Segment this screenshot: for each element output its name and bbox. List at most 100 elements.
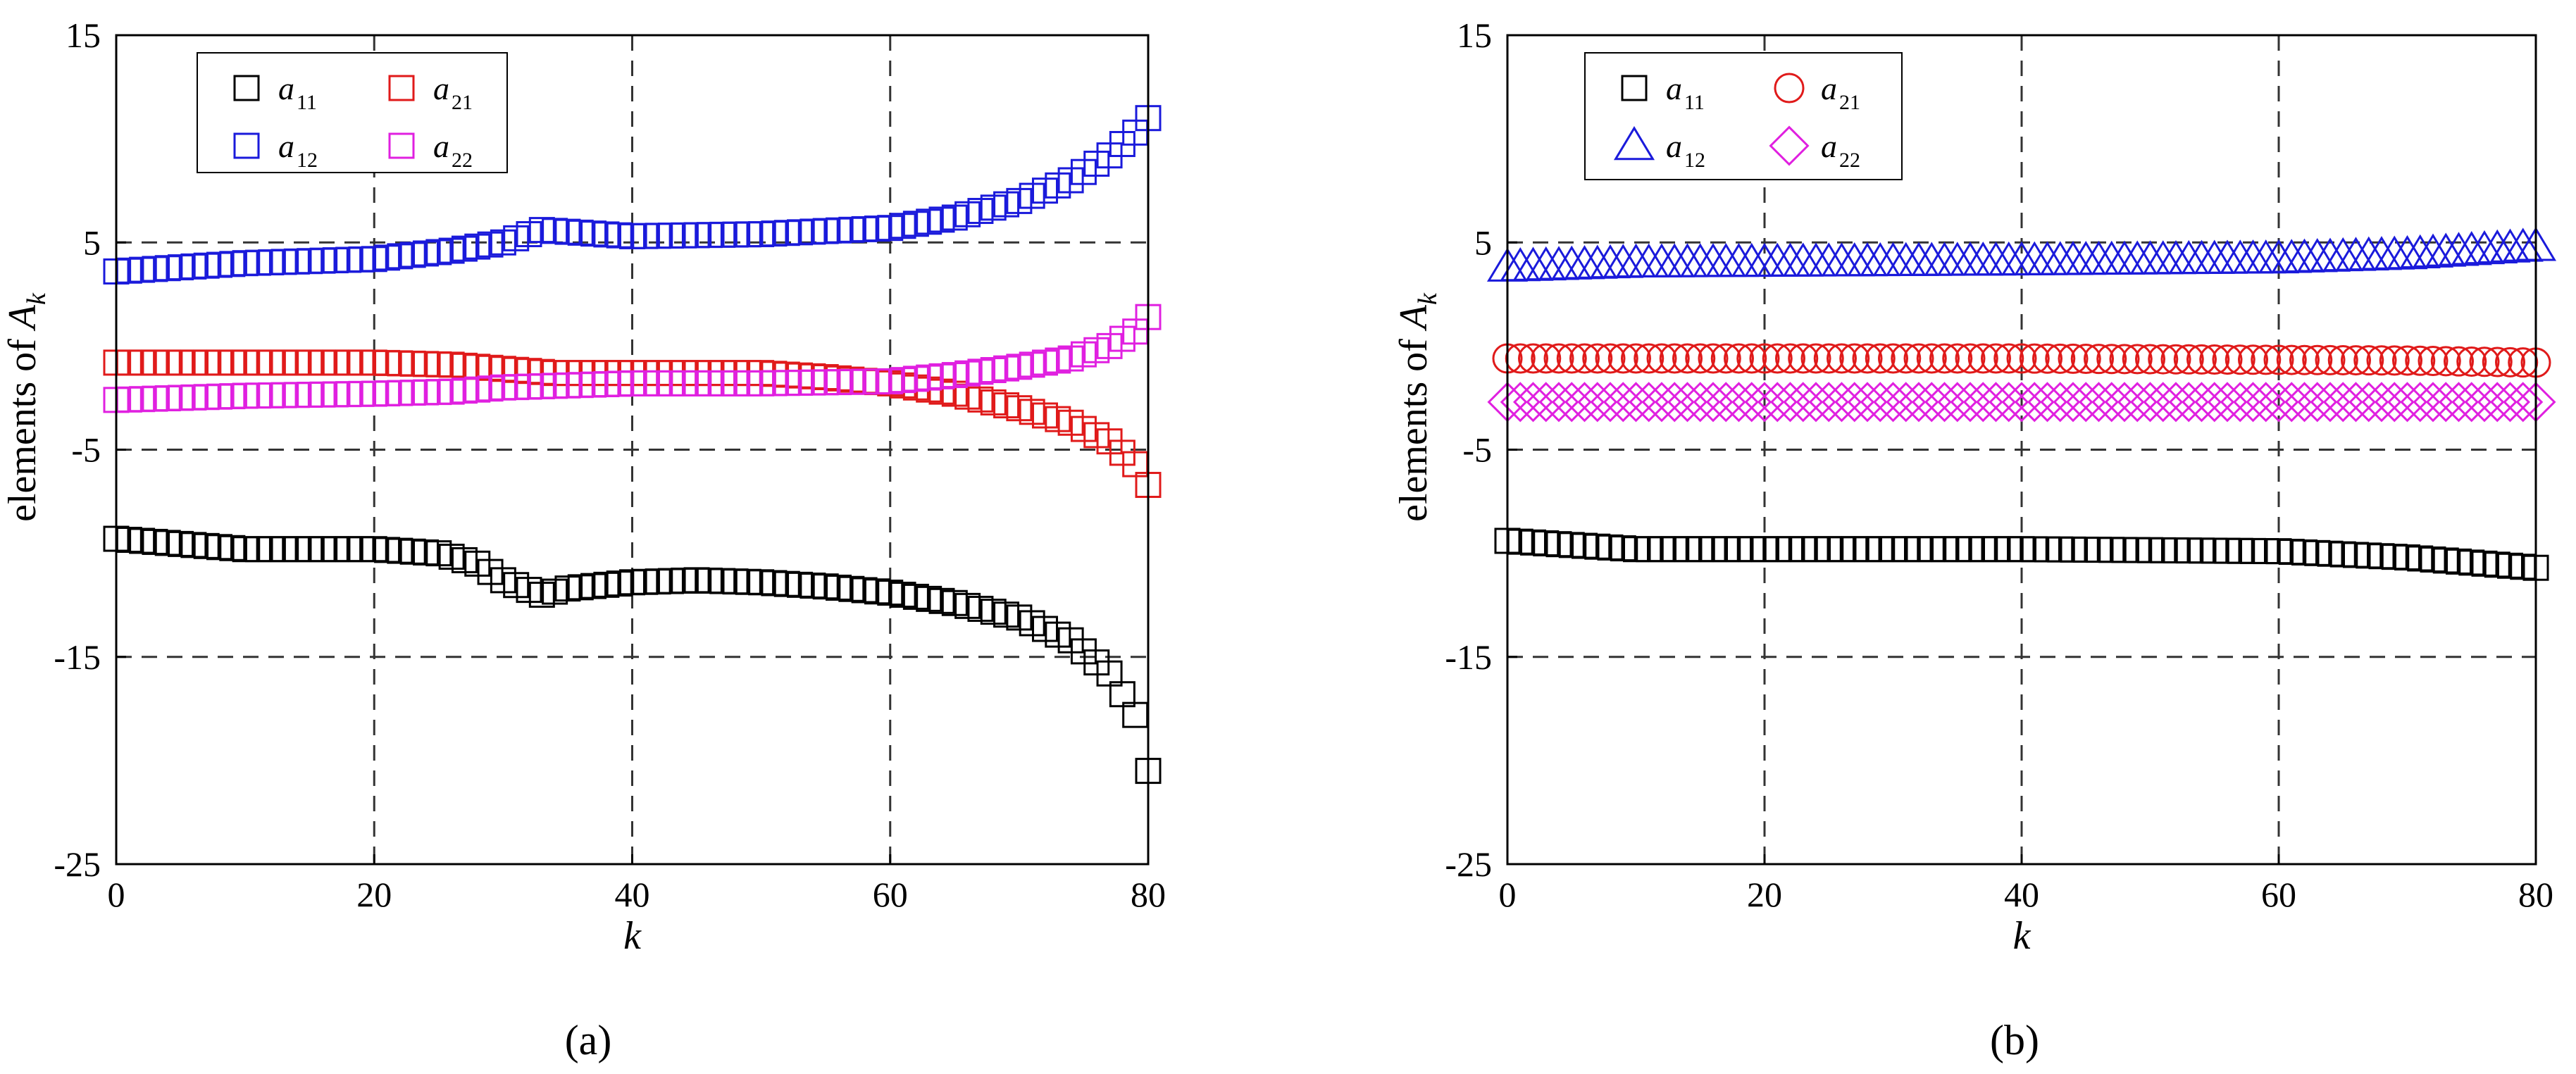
legend-label-a11: a 11 <box>1666 70 1705 114</box>
point-a21 <box>2084 344 2114 375</box>
point-a12 <box>1975 241 2017 276</box>
point-a21 <box>2327 344 2358 375</box>
point-a21 <box>1543 343 1574 374</box>
point-a12 <box>1615 243 1657 277</box>
point-a21 <box>2160 344 2191 375</box>
legend-b: a 11 a 21 a 12 a 22 <box>1584 52 1903 180</box>
point-a22 <box>2477 382 2518 423</box>
point-a21 <box>1607 343 1638 374</box>
point-a22 <box>1783 382 1824 423</box>
legend-label-a21: a 21 <box>1821 70 1860 114</box>
chart-panel-b: 0 20 40 60 80 15 5 -5 -15 -25 a 11 a 21 a 12 a 22 k ele… <box>1392 15 2557 1063</box>
series-a12 <box>103 105 1162 285</box>
point-a22 <box>2322 382 2363 423</box>
point-a21 <box>2392 345 2422 376</box>
x-tick-label: 20 <box>356 875 392 914</box>
point-a22 <box>2425 382 2466 423</box>
point-a22 <box>1872 382 1914 423</box>
point-a12 <box>2425 232 2467 267</box>
point-a12 <box>2489 228 2531 263</box>
point-a22 <box>2232 382 2274 423</box>
point-a22 <box>2413 382 2453 423</box>
legend-box <box>197 52 508 173</box>
y-tick-label: -25 <box>1445 844 1492 884</box>
point-a12 <box>2091 240 2132 275</box>
point-a21 <box>2315 344 2346 375</box>
point-a21 <box>1981 343 2011 374</box>
point-a21 <box>2508 347 2539 378</box>
point-a22 <box>1950 382 1991 423</box>
point-a12 <box>2232 239 2274 274</box>
point-a22 <box>1705 382 1746 423</box>
point-a22 <box>1667 382 1708 423</box>
point-a21 <box>1698 343 1729 374</box>
chart-panel-a: 0 20 40 60 80 15 5 -5 -15 -25 a 11 a 21 a 12 a 22 k ele… <box>1 15 1166 1063</box>
point-a22 <box>1847 382 1888 423</box>
point-a21 <box>2353 345 2384 376</box>
point-a21 <box>1582 343 1613 374</box>
point-a22 <box>1512 382 1554 423</box>
point-a12 <box>1718 242 1760 277</box>
y-tick-label: 5 <box>1474 223 1492 262</box>
point-a12 <box>1834 242 1875 277</box>
point-a22 <box>1924 382 1965 423</box>
point-a21 <box>2444 346 2474 377</box>
point-a22 <box>2374 382 2415 423</box>
point-a12 <box>1692 243 1734 277</box>
point-a21 <box>1595 343 1626 374</box>
point-a12 <box>2335 237 2377 271</box>
point-a12 <box>1654 243 1695 277</box>
point-a22 <box>2207 382 2248 423</box>
y-axis-label-b: elements of Ak <box>1392 292 1443 522</box>
series-a22 <box>1487 382 2556 423</box>
y-tick-label: 5 <box>83 223 101 262</box>
x-axis-label-b: k <box>2013 914 2031 958</box>
point-a21 <box>2122 344 2153 375</box>
point-a12 <box>2322 237 2364 272</box>
series-a11 <box>103 525 1162 785</box>
point-a12 <box>2129 240 2171 275</box>
point-a21 <box>2032 343 2062 374</box>
point-a12 <box>2039 241 2081 275</box>
y-ticks-b: 15 5 -5 -15 -25 <box>1445 15 1517 884</box>
point-a21 <box>2173 344 2204 375</box>
point-a22 <box>2387 382 2428 423</box>
point-a22 <box>2155 382 2196 423</box>
point-a12 <box>1769 242 1811 277</box>
series-a12 <box>1486 227 2557 282</box>
point-a12 <box>1589 244 1631 279</box>
point-a22 <box>2489 382 2531 423</box>
point-a21 <box>2238 344 2268 375</box>
point-a12 <box>2284 238 2325 273</box>
point-a21 <box>2379 345 2410 376</box>
point-a12 <box>2451 231 2492 266</box>
x-tick-label: 60 <box>873 875 908 914</box>
y-ticks-a: 15 5 -5 -15 -25 <box>54 15 126 884</box>
point-a21 <box>2495 346 2525 377</box>
legend-marker-a11 <box>1621 75 1648 101</box>
legend-marker-a22 <box>388 132 415 159</box>
y-tick-label: -5 <box>1462 430 1492 470</box>
point-a21 <box>2148 344 2179 375</box>
point-a21 <box>1659 343 1690 374</box>
point-a12 <box>1667 243 1708 277</box>
y-tick-label: -15 <box>54 637 101 677</box>
point-a21 <box>2482 346 2513 377</box>
point-a12 <box>1512 246 1554 281</box>
point-a21 <box>1724 343 1754 374</box>
point-a22 <box>1603 382 1643 423</box>
legend-label-a21: a 21 <box>433 70 473 114</box>
point-a21 <box>2109 344 2140 375</box>
point-a21 <box>2251 344 2282 375</box>
legend-marker-a21 <box>388 75 415 101</box>
point-a21 <box>1813 343 1844 374</box>
point-a12 <box>2142 240 2184 275</box>
point-a22 <box>2438 382 2479 423</box>
point-a12 <box>2399 234 2441 269</box>
point-a22 <box>1796 382 1836 423</box>
point-a22 <box>2284 382 2325 423</box>
point-a21 <box>1569 343 1600 374</box>
point-a22 <box>1526 382 1567 423</box>
point-a21 <box>2263 344 2294 375</box>
